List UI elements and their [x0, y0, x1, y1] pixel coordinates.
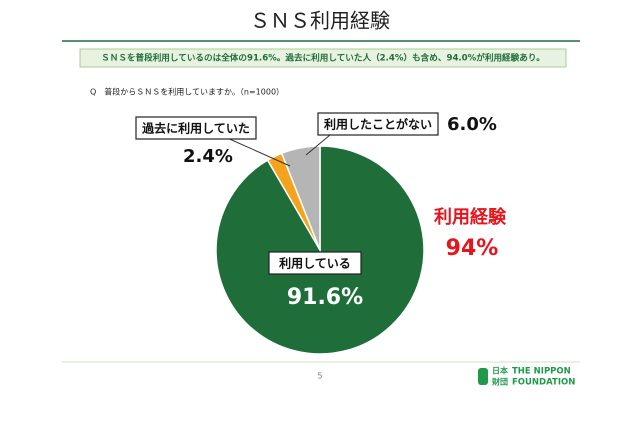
- category-box: [268, 251, 362, 275]
- highlight-label: 利用経験: [434, 206, 507, 228]
- labels: 利用している 91.6% 過去に利用していた 2.4% 利用したことがない 6.0%: [135, 112, 497, 310]
- chart-title: ＳＮＳ利用経験: [250, 9, 390, 33]
- logo-kanji: 日本: [492, 366, 508, 376]
- highlight-value: 94%: [446, 236, 499, 261]
- leader-line: [305, 134, 331, 156]
- logo-kanji: 財団: [491, 377, 508, 387]
- value-label: 91.6%: [287, 285, 363, 310]
- summary-text: ＳＮＳを普段利用しているのは全体の91.6%。過去に利用していた人（2.4%）も…: [101, 52, 545, 64]
- leader-line: [224, 136, 291, 167]
- category-label: 過去に利用していた: [141, 121, 250, 136]
- category-label: 利用している: [279, 256, 351, 271]
- category-box: [317, 112, 439, 136]
- summary-box: [79, 48, 567, 68]
- logo-text: FOUNDATION: [512, 378, 575, 388]
- value-label: 6.0%: [447, 114, 497, 135]
- category-box: [135, 116, 257, 140]
- category-label: 利用したことがない: [324, 117, 432, 132]
- question: Q 普段からＳＮＳを利用していますか。（n=1000）: [90, 87, 284, 97]
- value-label: 2.4%: [183, 146, 233, 167]
- pie-slice: [280, 145, 321, 251]
- logo-mark: [478, 368, 488, 385]
- page-number: 5: [317, 372, 322, 381]
- pie: [215, 145, 425, 355]
- logo-text: THE NIPPON: [512, 367, 571, 377]
